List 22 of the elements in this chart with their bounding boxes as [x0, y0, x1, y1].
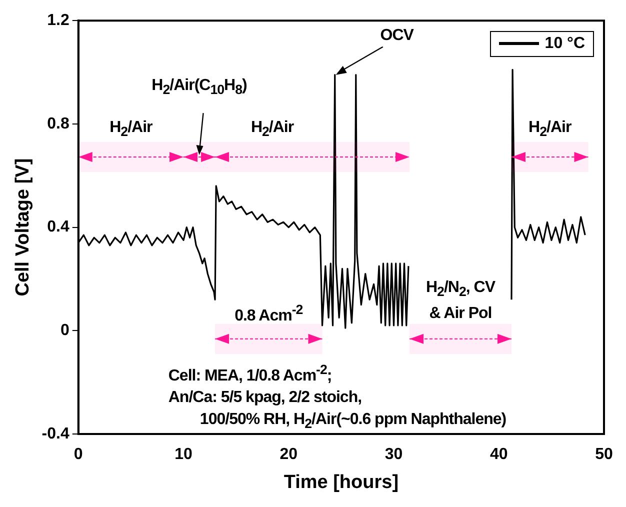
- band-label: H$_{2}$/Air: [528, 118, 572, 142]
- annotation: Cell: MEA, 1/0.8 Acm$^{-2}$; An/Ca: 5/5 kpag, 2/2 stoich, 100/50% RH, H$_{2}$/Air(~0.6 ppm Naphthalene): [168, 360, 506, 434]
- band-label: H$_{2}$/N$_{2}$, CV & Air Pol: [426, 278, 496, 324]
- annotation: OCV: [380, 26, 414, 46]
- x-tick-label: 30: [384, 446, 403, 464]
- y-tick-label: 0.8: [47, 115, 70, 132]
- x-tick-label: 0: [74, 446, 83, 464]
- band-label: 0.8 Acm$^{-2}$: [234, 300, 303, 326]
- y-tick-label: 0.4: [47, 218, 70, 236]
- legend-label: 10 °C: [544, 34, 585, 53]
- x-tick-label: 10: [174, 446, 192, 464]
- y-tick-label: 1.2: [47, 12, 70, 30]
- band-label: H$_{2}$/Air: [110, 118, 152, 142]
- x-axis-title: Time [hours]: [284, 472, 399, 493]
- band-label: H$_{2}$/Air: [250, 118, 294, 142]
- x-tick-label: 20: [280, 446, 298, 464]
- y-axis-title: Cell Voltage [V]: [12, 158, 34, 296]
- x-tick-label: 40: [490, 446, 508, 464]
- band-label: H$_{2}$/Air(C$_{10}$H$_{8}$): [152, 76, 247, 100]
- x-tick-label: 50: [595, 446, 613, 464]
- y-tick-label: -0.4: [42, 425, 70, 442]
- y-tick-label: 0: [60, 322, 70, 340]
